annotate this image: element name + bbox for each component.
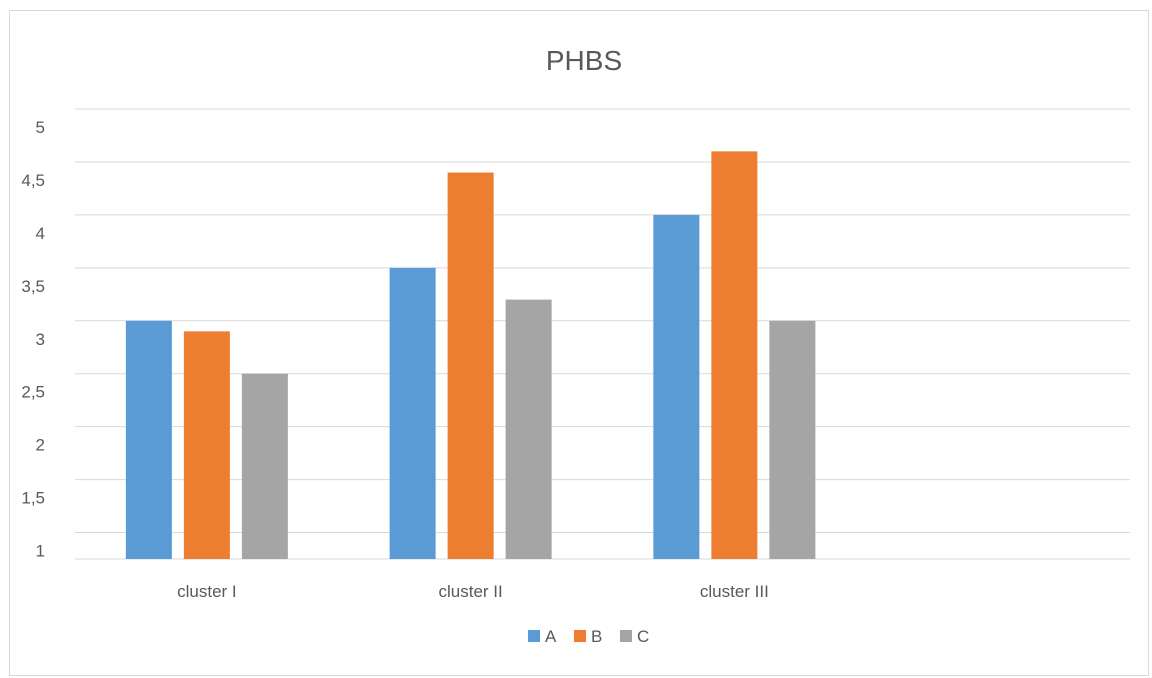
bars (125, 151, 816, 559)
bar-a (125, 320, 172, 559)
bar-b (183, 331, 230, 559)
y-tick-label: 2 (36, 436, 45, 455)
bar-a (389, 267, 436, 559)
x-tick-label: cluster III (700, 582, 769, 601)
legend: A B C (528, 627, 649, 646)
legend-label-c: C (637, 627, 649, 646)
y-tick-label: 5 (36, 118, 45, 137)
y-tick-label: 4,5 (21, 171, 45, 190)
y-tick-label: 1 (36, 542, 45, 561)
legend-label-a: A (545, 627, 557, 646)
x-axis-ticks: cluster I cluster II cluster III (177, 582, 769, 601)
bar-c (241, 373, 288, 559)
bar-b (447, 172, 494, 559)
chart-title: PHBS (546, 45, 622, 76)
gridlines (75, 108, 1130, 560)
legend-swatch-a (528, 630, 540, 642)
x-tick-label: cluster II (439, 582, 503, 601)
y-tick-label: 1,5 (21, 489, 45, 508)
legend-swatch-c (620, 630, 632, 642)
y-tick-label: 4 (36, 224, 45, 243)
legend-label-b: B (591, 627, 602, 646)
bar-c (769, 320, 816, 559)
legend-swatch-b (574, 630, 586, 642)
bar-b (711, 151, 758, 559)
y-tick-label: 3 (36, 330, 45, 349)
bar-a (653, 214, 700, 559)
bar-c (505, 299, 552, 559)
y-tick-label: 3,5 (21, 277, 45, 296)
y-axis-ticks: 1 1,5 2 2,5 3 3,5 4 4,5 5 (21, 118, 45, 561)
y-tick-label: 2,5 (21, 383, 45, 402)
x-tick-label: cluster I (177, 582, 237, 601)
